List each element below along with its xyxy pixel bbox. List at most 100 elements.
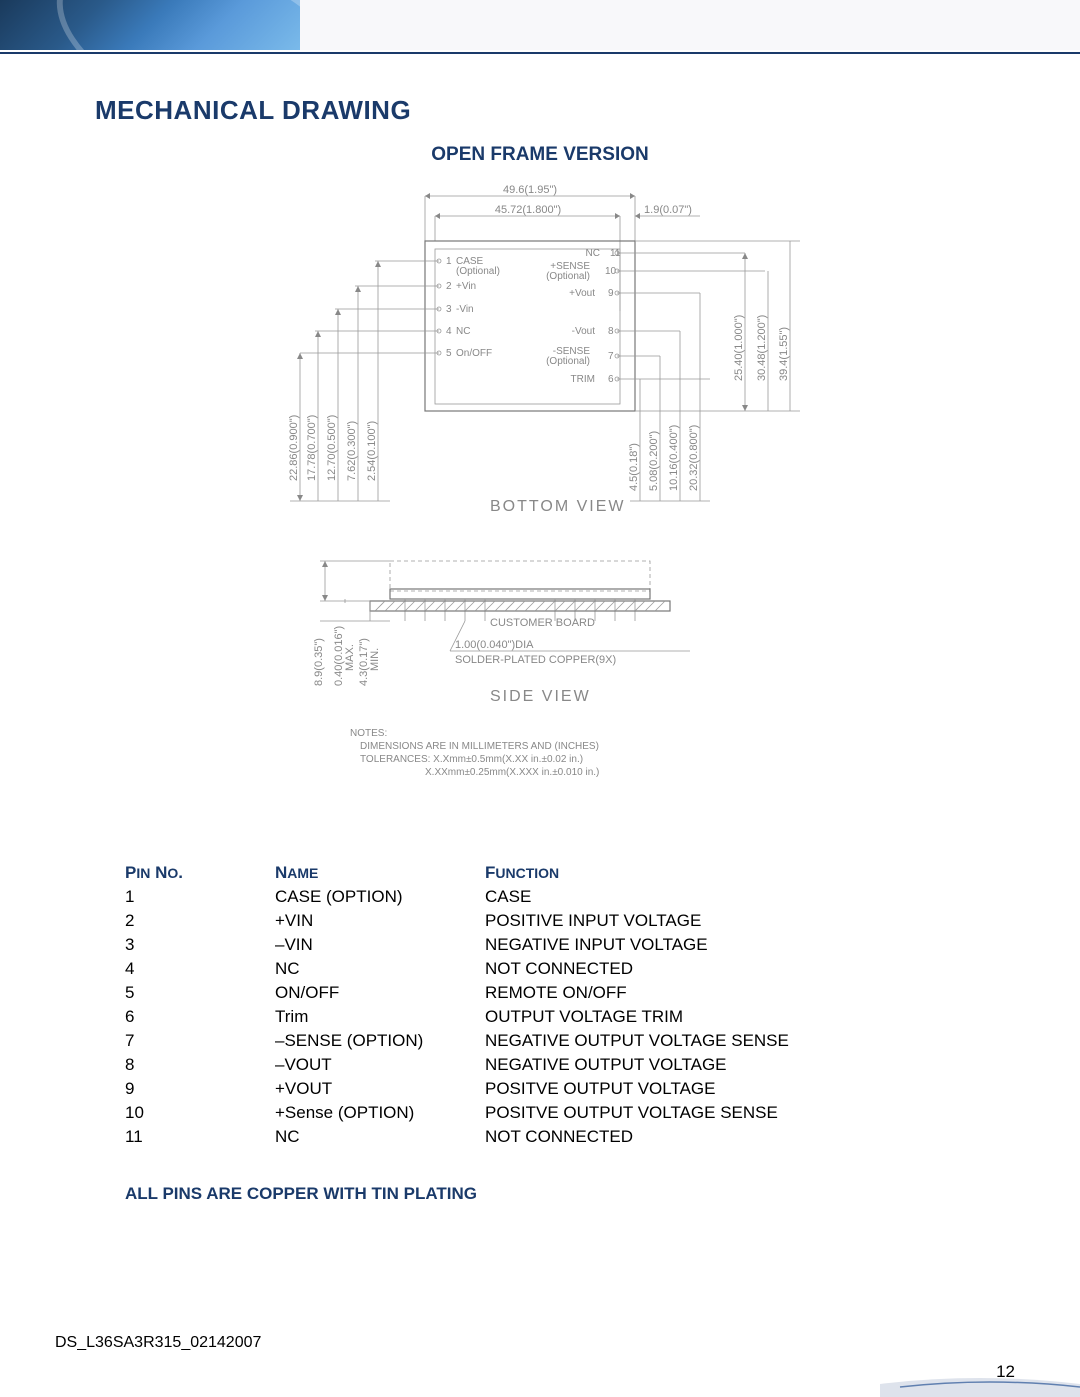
svg-text:7.62(0.300"): 7.62(0.300") [346,421,358,481]
svg-text:4: 4 [446,326,452,337]
table-row: 9+VOUTPOSITVE OUTPUT VOLTAGE [125,1077,905,1101]
pin-table: PIN NO. NAME FUNCTION 1CASE (OPTION)CASE… [125,861,905,1149]
svg-text:CUSTOMER BOARD: CUSTOMER BOARD [490,617,595,629]
cell-name: NC [275,957,485,981]
cell-pin: 4 [125,957,275,981]
drawing-svg: 49.6(1.95") 45.72(1.800") 1.9(0.07") [190,181,890,811]
svg-text:NOTES:: NOTES: [350,728,387,739]
svg-text:MAX.: MAX. [344,644,356,671]
svg-text:3: 3 [446,304,452,315]
cell-name: +Sense (OPTION) [275,1101,485,1125]
cell-pin: 1 [125,885,275,909]
svg-text:2: 2 [446,281,452,292]
table-row: 6TrimOUTPUT VOLTAGE TRIM [125,1005,905,1029]
cell-pin: 7 [125,1029,275,1053]
table-header-row: PIN NO. NAME FUNCTION [125,861,905,885]
svg-text:(Optional): (Optional) [546,271,590,282]
svg-text:11: 11 [610,248,621,259]
cell-func: POSITVE OUTPUT VOLTAGE [485,1077,905,1101]
svg-text:1.00(0.040")DIA: 1.00(0.040")DIA [455,639,534,651]
cell-name: CASE (OPTION) [275,885,485,909]
cell-func: OUTPUT VOLTAGE TRIM [485,1005,905,1029]
cell-name: –VOUT [275,1053,485,1077]
svg-text:TRIM: TRIM [571,374,595,385]
cell-pin: 8 [125,1053,275,1077]
page-footer: DS_L36SA3R315_02142007 12 [55,1334,1025,1352]
footer-doc-id: DS_L36SA3R315_02142007 [55,1334,1025,1352]
cell-func: NEGATIVE OUTPUT VOLTAGE SENSE [485,1029,905,1053]
svg-text:12.70(0.500"): 12.70(0.500") [326,415,338,481]
table-row: 5ON/OFFREMOTE ON/OFF [125,981,905,1005]
header-watermark [300,0,1080,50]
pins-left: 1 CASE (Optional) 2 +Vin 3 -Vin 4 NC 5 O… [437,256,500,359]
table-row: 10+Sense (OPTION)POSITVE OUTPUT VOLTAGE … [125,1101,905,1125]
cell-name: NC [275,1125,485,1149]
svg-text:5.08(0.200"): 5.08(0.200") [648,431,660,491]
cell-func: REMOTE ON/OFF [485,981,905,1005]
cell-func: NOT CONNECTED [485,957,905,981]
th-func: FUNCTION [485,861,905,885]
th-pin: PIN NO. [125,861,275,885]
page-title: MECHANICAL DRAWING [95,95,985,126]
table-row: 7–SENSE (OPTION)NEGATIVE OUTPUT VOLTAGE … [125,1029,905,1053]
dims-left: 22.86(0.900") 17.78(0.700") 12.70(0.500"… [288,261,439,501]
svg-text:20.32(0.800"): 20.32(0.800") [688,425,700,491]
svg-text:4.5(0.18"): 4.5(0.18") [628,443,640,491]
svg-text:25.40(1.000"): 25.40(1.000") [733,315,745,381]
dim-top-2: 1.9(0.07") [644,204,692,216]
cell-pin: 3 [125,933,275,957]
side-view-label: SIDE VIEW [490,688,591,705]
footer-decoration [880,1372,1080,1397]
cell-pin: 6 [125,1005,275,1029]
cell-name: +VIN [275,909,485,933]
dims-right-far: 25.40(1.000") 30.48(1.200") 39.4(1.55") [617,241,800,411]
side-view-group: CUSTOMER BOARD 8.9(0.35") 0.40(0.016") M… [313,561,690,778]
table-row: 8–VOUTNEGATIVE OUTPUT VOLTAGE [125,1053,905,1077]
svg-text:NC: NC [456,326,470,337]
svg-text:39.4(1.55"): 39.4(1.55") [778,327,790,381]
cell-func: NEGATIVE OUTPUT VOLTAGE [485,1053,905,1077]
header-graphic [0,0,300,50]
pin-table-area: PIN NO. NAME FUNCTION 1CASE (OPTION)CASE… [125,861,985,1149]
cell-pin: 2 [125,909,275,933]
svg-text:-Vin: -Vin [456,304,474,315]
header-rule [0,52,1080,54]
cell-name: +VOUT [275,1077,485,1101]
header-banner [0,0,1080,55]
svg-text:(Optional): (Optional) [456,266,500,277]
th-name: NAME [275,861,485,885]
cell-func: POSITVE OUTPUT VOLTAGE SENSE [485,1101,905,1125]
svg-text:SOLDER-PLATED COPPER(9X): SOLDER-PLATED COPPER(9X) [455,654,616,666]
pins-right: NC 11 +SENSE (Optional) 10 +Vout 9 -Vout… [546,248,621,385]
cell-func: NEGATIVE INPUT VOLTAGE [485,933,905,957]
table-row: 1CASE (OPTION)CASE [125,885,905,909]
cell-func: POSITIVE INPUT VOLTAGE [485,909,905,933]
pin-plating-note: ALL PINS ARE COPPER WITH TIN PLATING [125,1184,985,1204]
svg-text:10: 10 [605,266,617,277]
table-row: 3–VINNEGATIVE INPUT VOLTAGE [125,933,905,957]
cell-name: –VIN [275,933,485,957]
table-row: 2+VINPOSITIVE INPUT VOLTAGE [125,909,905,933]
bottom-view-label: BOTTOM VIEW [490,498,625,515]
table-row: 11NCNOT CONNECTED [125,1125,905,1149]
dim-top-1: 45.72(1.800") [495,204,561,216]
svg-text:NC: NC [586,248,600,259]
cell-func: CASE [485,885,905,909]
dim-top-0: 49.6(1.95") [503,184,557,196]
cell-name: –SENSE (OPTION) [275,1029,485,1053]
svg-text:30.48(1.200"): 30.48(1.200") [756,315,768,381]
svg-text:(Optional): (Optional) [546,356,590,367]
svg-text:17.78(0.700"): 17.78(0.700") [306,415,318,481]
svg-text:2.54(0.100"): 2.54(0.100") [366,421,378,481]
svg-text:MIN.: MIN. [369,648,381,671]
svg-text:6: 6 [608,374,614,385]
mechanical-drawing: 49.6(1.95") 45.72(1.800") 1.9(0.07") [95,181,985,811]
svg-text:-Vout: -Vout [572,326,596,337]
svg-text:9: 9 [608,288,614,299]
cell-name: Trim [275,1005,485,1029]
cell-pin: 5 [125,981,275,1005]
svg-text:On/OFF: On/OFF [456,348,492,359]
cell-pin: 9 [125,1077,275,1101]
cell-pin: 10 [125,1101,275,1125]
svg-text:TOLERANCES: X.Xmm±0.5mm(X.XX i: TOLERANCES: X.Xmm±0.5mm(X.XX in.±0.02 in… [360,754,583,765]
